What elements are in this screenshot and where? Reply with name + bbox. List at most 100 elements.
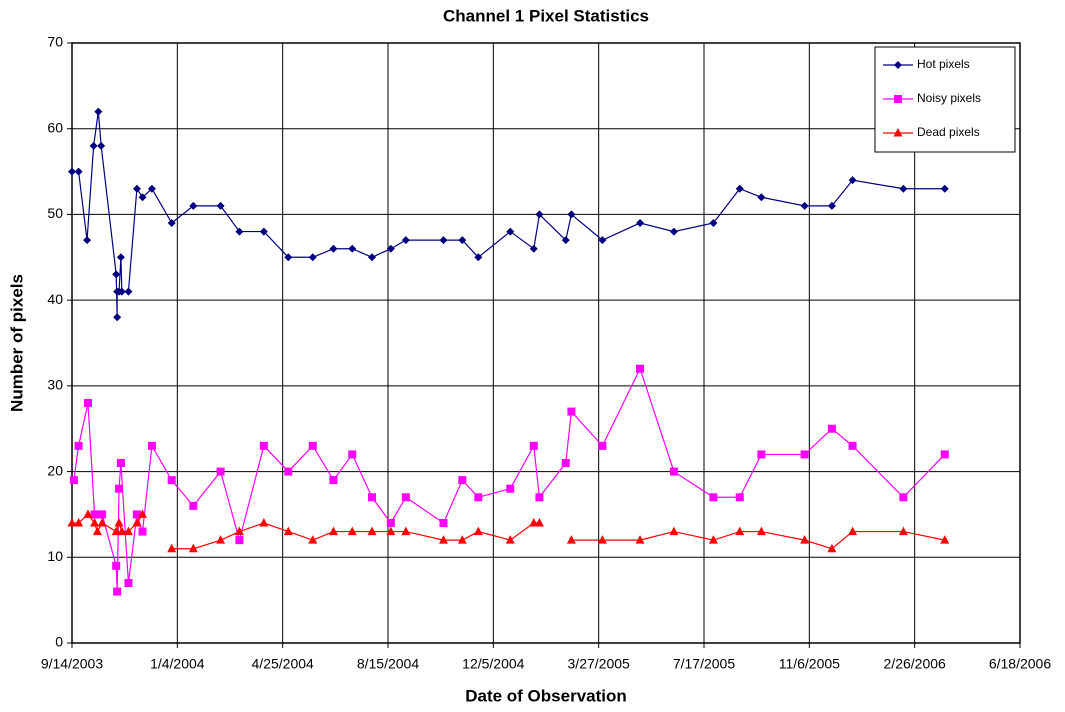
marker <box>147 441 156 450</box>
marker <box>283 526 293 536</box>
marker <box>114 518 124 527</box>
marker <box>635 535 645 544</box>
marker <box>188 543 198 553</box>
marker <box>800 450 809 459</box>
marker <box>308 535 318 544</box>
marker <box>535 493 544 502</box>
y-tick-label: 40 <box>47 291 63 307</box>
marker <box>117 287 126 296</box>
marker <box>899 493 908 502</box>
marker <box>367 526 377 536</box>
marker <box>473 526 483 536</box>
marker <box>893 128 903 137</box>
marker <box>97 518 107 527</box>
marker <box>115 484 124 493</box>
marker <box>439 236 448 245</box>
y-tick-label: 60 <box>47 119 63 135</box>
marker <box>259 227 268 236</box>
marker <box>474 493 483 502</box>
marker <box>368 253 377 262</box>
marker <box>561 236 570 245</box>
marker <box>735 184 744 193</box>
marker <box>111 526 121 536</box>
plot-area <box>71 42 1021 644</box>
marker <box>899 184 908 193</box>
marker <box>669 227 678 236</box>
marker <box>216 201 225 210</box>
y-axis-title: Number of pixels <box>7 274 26 412</box>
marker <box>386 526 396 536</box>
marker <box>940 535 950 544</box>
marker <box>93 510 102 519</box>
chart-title: Channel 1 Pixel Statistics <box>443 6 649 25</box>
marker <box>94 107 103 116</box>
marker <box>167 543 177 553</box>
y-tick-label: 10 <box>47 548 63 564</box>
y-tick-label: 50 <box>47 205 63 221</box>
marker <box>138 509 148 518</box>
x-tick-label: 2/26/2006 <box>884 656 946 672</box>
x-tick-label: 1/4/2004 <box>150 656 205 672</box>
marker <box>439 519 448 527</box>
marker <box>567 210 576 219</box>
y-tick-label: 70 <box>47 34 63 50</box>
legend-label: Hot pixels <box>917 57 970 71</box>
marker <box>216 467 225 476</box>
marker <box>308 441 317 450</box>
marker <box>669 526 679 536</box>
marker <box>68 167 76 176</box>
x-tick-label: 8/15/2004 <box>357 656 419 672</box>
marker <box>457 535 467 544</box>
marker <box>827 424 836 433</box>
marker <box>189 501 198 510</box>
marker <box>529 441 538 450</box>
marker <box>123 526 133 536</box>
marker <box>636 219 645 227</box>
marker <box>112 561 121 570</box>
marker <box>566 535 576 544</box>
marker <box>401 493 410 502</box>
marker <box>401 236 410 245</box>
marker <box>67 518 77 527</box>
marker <box>83 399 92 407</box>
marker <box>138 527 147 536</box>
marker <box>216 535 226 544</box>
marker <box>800 201 809 210</box>
marker <box>535 210 544 219</box>
marker <box>756 526 766 536</box>
marker <box>113 587 122 596</box>
marker <box>259 441 268 450</box>
marker <box>534 518 544 527</box>
marker <box>235 536 244 545</box>
x-tick-label: 6/18/2006 <box>989 656 1051 672</box>
x-tick-label: 4/25/2004 <box>252 656 314 672</box>
marker <box>708 535 718 544</box>
marker <box>827 543 837 553</box>
marker <box>757 193 766 202</box>
marker <box>386 519 395 527</box>
marker <box>669 467 678 476</box>
marker <box>940 184 949 193</box>
marker <box>506 484 515 493</box>
marker <box>83 236 92 245</box>
marker <box>329 476 338 485</box>
marker <box>347 526 357 536</box>
marker <box>132 518 142 527</box>
marker <box>709 493 718 502</box>
marker <box>368 493 377 502</box>
x-axis-title: Date of Observation <box>465 686 627 705</box>
marker <box>848 176 857 185</box>
marker <box>167 476 176 485</box>
marker <box>401 526 411 536</box>
marker <box>69 476 78 485</box>
marker <box>147 184 156 193</box>
marker <box>117 526 127 536</box>
marker <box>74 441 83 450</box>
marker <box>308 253 317 262</box>
marker <box>474 253 483 262</box>
x-tick-label: 3/27/2005 <box>568 656 630 672</box>
marker <box>74 518 84 527</box>
marker <box>132 184 141 193</box>
marker <box>458 236 467 245</box>
